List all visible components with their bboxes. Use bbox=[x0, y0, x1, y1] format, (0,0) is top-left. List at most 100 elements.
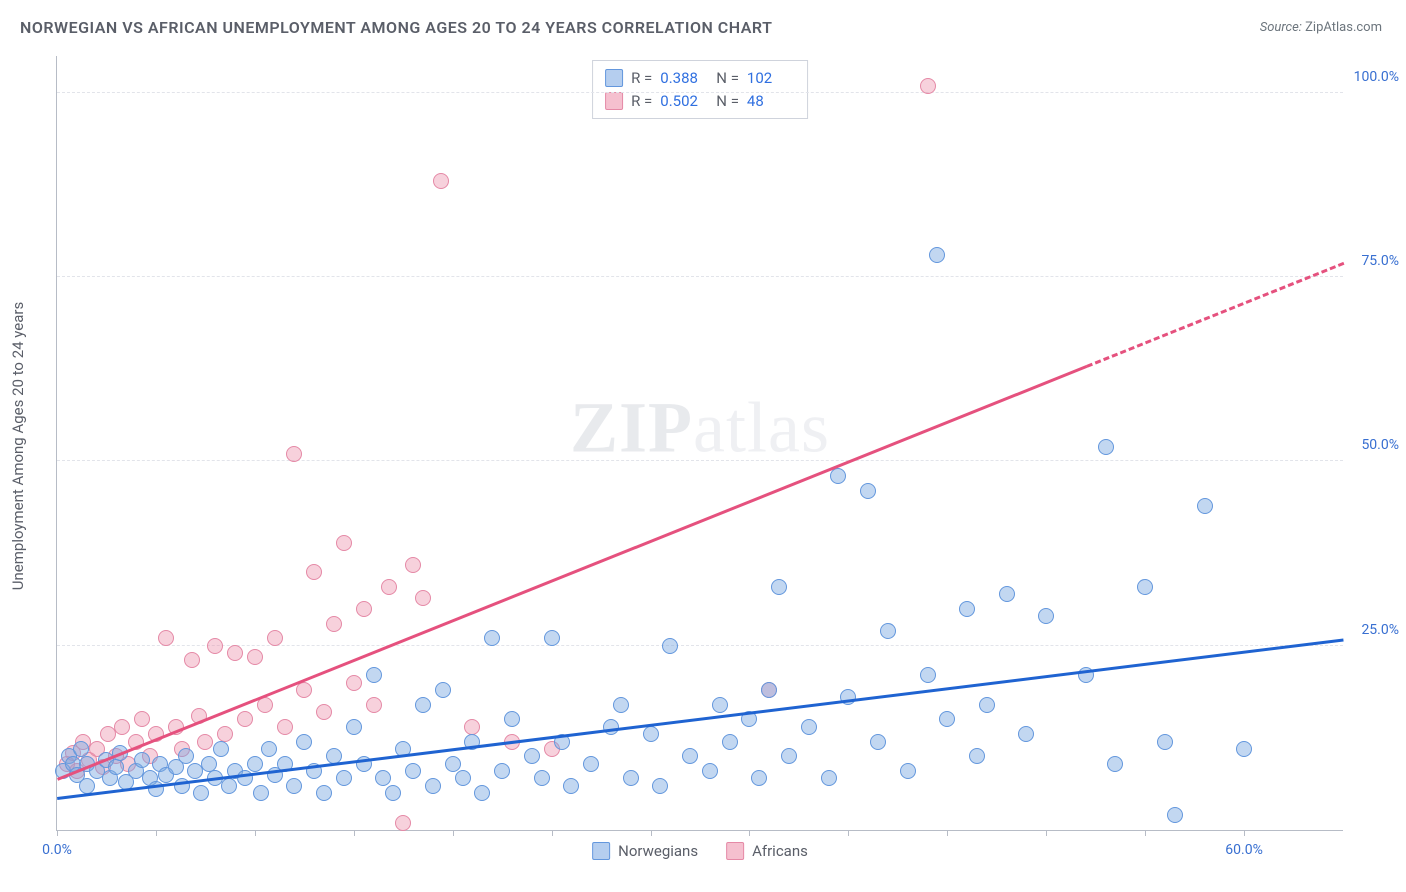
data-point-blue bbox=[221, 778, 237, 794]
data-point-blue bbox=[1038, 608, 1054, 624]
data-point-blue bbox=[425, 778, 441, 794]
data-point-pink bbox=[464, 719, 480, 735]
data-point-blue bbox=[474, 785, 490, 801]
data-point-pink bbox=[433, 173, 449, 189]
stats-row-africans: R = 0.502 N = 48 bbox=[605, 90, 795, 113]
data-point-blue bbox=[455, 770, 471, 786]
data-point-blue bbox=[860, 483, 876, 499]
data-point-pink bbox=[247, 649, 263, 665]
data-point-blue bbox=[712, 697, 728, 713]
data-point-blue bbox=[1018, 726, 1034, 742]
data-point-pink bbox=[158, 630, 174, 646]
data-point-blue bbox=[405, 763, 421, 779]
gridline bbox=[57, 276, 1343, 277]
data-point-blue bbox=[870, 734, 886, 750]
stats-row-norwegians: R = 0.388 N = 102 bbox=[605, 67, 795, 90]
source-value: ZipAtlas.com bbox=[1305, 20, 1382, 35]
data-point-pink bbox=[267, 630, 283, 646]
data-point-blue bbox=[375, 770, 391, 786]
trend-line-pink bbox=[57, 262, 1343, 778]
data-point-blue bbox=[213, 741, 229, 757]
data-point-blue bbox=[524, 748, 540, 764]
data-point-blue bbox=[366, 667, 382, 683]
data-point-blue bbox=[1167, 807, 1183, 823]
data-point-blue bbox=[346, 719, 362, 735]
source-attribution: Source: ZipAtlas.com bbox=[1260, 20, 1382, 35]
data-point-pink bbox=[286, 446, 302, 462]
data-point-blue bbox=[253, 785, 269, 801]
data-point-blue bbox=[781, 748, 797, 764]
data-point-blue bbox=[969, 748, 985, 764]
x-tick bbox=[552, 830, 553, 836]
data-point-blue bbox=[296, 734, 312, 750]
data-point-pink bbox=[920, 78, 936, 94]
data-point-blue bbox=[385, 785, 401, 801]
n-value: 102 bbox=[747, 67, 795, 90]
correlation-stats-box: R = 0.388 N = 102 R = 0.502 N = 48 bbox=[592, 60, 808, 119]
data-point-blue bbox=[880, 623, 896, 639]
x-tick bbox=[1046, 830, 1047, 836]
data-point-blue bbox=[134, 752, 150, 768]
data-point-blue bbox=[662, 638, 678, 654]
swatch-pink-icon bbox=[726, 842, 744, 860]
data-point-blue bbox=[959, 601, 975, 617]
gridline bbox=[57, 645, 1343, 646]
x-tick bbox=[453, 830, 454, 836]
x-tick bbox=[156, 830, 157, 836]
data-point-pink bbox=[296, 682, 312, 698]
data-point-pink bbox=[381, 579, 397, 595]
data-point-blue bbox=[336, 770, 352, 786]
n-label: N = bbox=[716, 90, 739, 113]
data-point-blue bbox=[484, 630, 500, 646]
data-point-pink bbox=[346, 675, 362, 691]
data-point-pink bbox=[134, 711, 150, 727]
data-point-blue bbox=[108, 759, 124, 775]
data-point-blue bbox=[1236, 741, 1252, 757]
x-tick bbox=[1244, 830, 1245, 836]
r-label: R = bbox=[631, 90, 652, 113]
legend: Norwegians Africans bbox=[592, 842, 808, 860]
scatter-plot-area: ZIPatlas R = 0.388 N = 102 R = 0.502 N =… bbox=[56, 56, 1343, 831]
data-point-pink bbox=[395, 815, 411, 831]
data-point-blue bbox=[999, 586, 1015, 602]
data-point-pink bbox=[237, 711, 253, 727]
n-value: 48 bbox=[747, 90, 795, 113]
data-point-blue bbox=[682, 748, 698, 764]
x-tick bbox=[255, 830, 256, 836]
x-tick-label: 0.0% bbox=[42, 842, 72, 858]
data-point-pink bbox=[326, 616, 342, 632]
swatch-blue-icon bbox=[605, 69, 623, 87]
data-point-pink bbox=[356, 601, 372, 617]
x-tick bbox=[947, 830, 948, 836]
source-label: Source: bbox=[1260, 20, 1302, 35]
data-point-pink bbox=[336, 535, 352, 551]
swatch-blue-icon bbox=[592, 842, 610, 860]
data-point-blue bbox=[247, 756, 263, 772]
data-point-blue bbox=[1157, 734, 1173, 750]
data-point-blue bbox=[722, 734, 738, 750]
data-point-blue bbox=[193, 785, 209, 801]
x-tick bbox=[1145, 830, 1146, 836]
x-tick bbox=[354, 830, 355, 836]
data-point-blue bbox=[534, 770, 550, 786]
data-point-blue bbox=[563, 778, 579, 794]
watermark-bold: ZIP bbox=[570, 387, 693, 467]
data-point-blue bbox=[821, 770, 837, 786]
data-point-pink bbox=[405, 557, 421, 573]
legend-item-africans: Africans bbox=[726, 842, 808, 860]
data-point-blue bbox=[178, 748, 194, 764]
legend-item-norwegians: Norwegians bbox=[592, 842, 698, 860]
data-point-blue bbox=[1107, 756, 1123, 772]
r-label: R = bbox=[631, 67, 652, 90]
r-value: 0.388 bbox=[660, 67, 708, 90]
data-point-blue bbox=[1137, 579, 1153, 595]
watermark: ZIPatlas bbox=[570, 386, 830, 469]
x-tick bbox=[848, 830, 849, 836]
y-tick-label: 100.0% bbox=[1347, 69, 1399, 85]
data-point-blue bbox=[979, 697, 995, 713]
data-point-blue bbox=[435, 682, 451, 698]
data-point-blue bbox=[702, 763, 718, 779]
data-point-blue bbox=[613, 697, 629, 713]
data-point-pink bbox=[415, 590, 431, 606]
data-point-blue bbox=[643, 726, 659, 742]
